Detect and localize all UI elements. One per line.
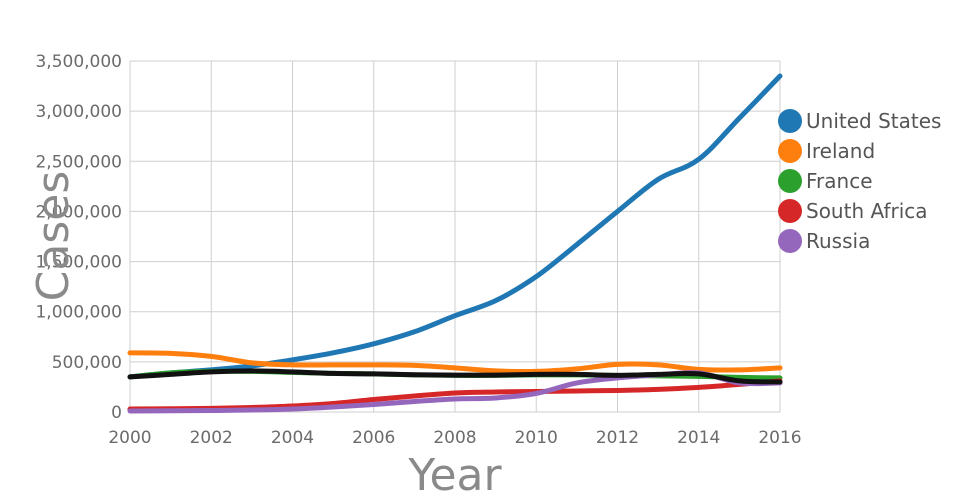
legend-item-russia: Russia (778, 229, 870, 253)
legend-marker (778, 229, 802, 253)
legend-label: South Africa (806, 199, 928, 223)
series-line-ireland (127, 350, 783, 375)
legend-item-south-africa: South Africa (778, 199, 928, 223)
x-tick-label: 2002 (190, 428, 233, 448)
x-tick-label: 2004 (271, 428, 314, 448)
series-line-united-states (127, 73, 783, 380)
x-tick-label: 2010 (515, 428, 558, 448)
y-tick-label: 0 (111, 403, 122, 423)
legend-label: Ireland (806, 139, 875, 163)
grid (129, 60, 781, 413)
legend-marker (778, 109, 802, 133)
y-tick-label: 500,000 (52, 353, 122, 373)
tick-labels: 0 500,000 1,000,000 1,500,000 2,000,000 2,500… (35, 52, 801, 448)
y-tick-label: 2,500,000 (35, 152, 122, 172)
y-tick-label: 3,000,000 (35, 102, 122, 122)
legend-marker (778, 139, 802, 163)
x-tick-label: 2006 (352, 428, 395, 448)
legend: United States Ireland France South Africa Ru… (778, 109, 941, 253)
series-line-unlabeled-5 (127, 368, 783, 385)
legend-marker (778, 199, 802, 223)
legend-label: France (806, 169, 873, 193)
legend-item-france: France (778, 169, 873, 193)
legend-marker (778, 169, 802, 193)
x-tick-label: 2000 (108, 428, 151, 448)
x-tick-label: 2014 (677, 428, 720, 448)
y-tick-label: 1,000,000 (35, 303, 122, 323)
legend-label: United States (806, 109, 941, 133)
y-tick-label: 2,000,000 (35, 202, 122, 222)
x-axis-title: Year (407, 450, 502, 500)
x-tick-label: 2008 (433, 428, 476, 448)
y-axis-title: Cases (28, 171, 79, 302)
legend-item-united-states: United States (778, 109, 941, 133)
x-tick-label: 2016 (758, 428, 801, 448)
legend-item-ireland: Ireland (778, 139, 875, 163)
legend-label: Russia (806, 229, 870, 253)
y-tick-label: 1,500,000 (35, 253, 122, 273)
y-tick-label: 3,500,000 (35, 52, 122, 72)
x-tick-label: 2012 (596, 428, 639, 448)
series-lines (127, 73, 783, 414)
